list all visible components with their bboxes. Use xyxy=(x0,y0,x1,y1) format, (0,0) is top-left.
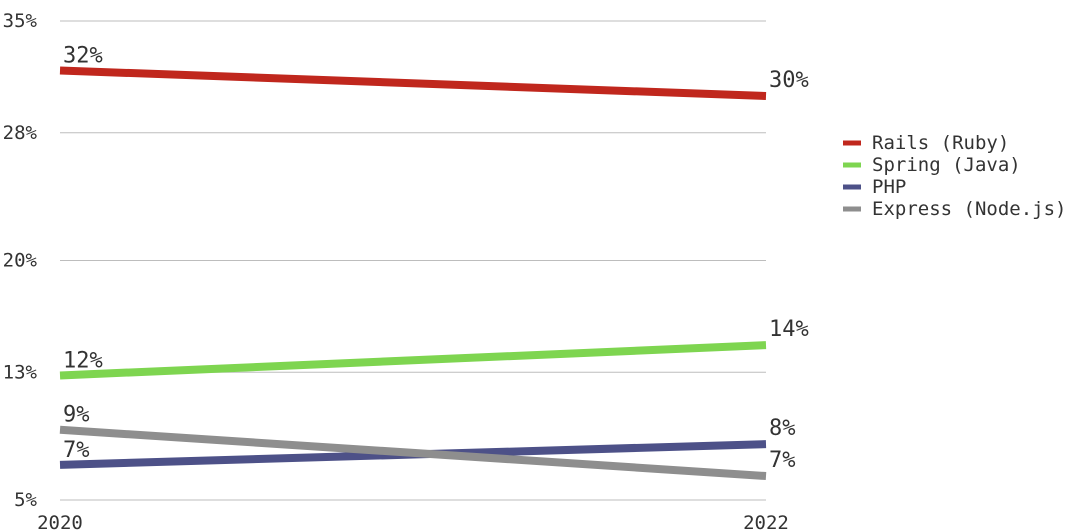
data-label: 8% xyxy=(769,416,796,441)
data-label: 30% xyxy=(769,68,809,93)
data-label: 7% xyxy=(63,438,90,463)
series-line xyxy=(59,341,767,380)
series-line xyxy=(59,66,767,101)
series-line xyxy=(59,425,767,481)
x-tick-label: 2020 xyxy=(37,512,83,532)
y-tick-label: 13% xyxy=(3,361,38,383)
y-tick-label: 5% xyxy=(14,489,37,511)
y-tick-label: 35% xyxy=(3,10,38,32)
data-label: 9% xyxy=(63,403,90,428)
legend-label: PHP xyxy=(872,176,906,198)
data-label: 14% xyxy=(769,317,809,342)
y-tick-label: 28% xyxy=(3,122,38,144)
legend-label: Spring (Java) xyxy=(872,154,1021,176)
data-label: 32% xyxy=(63,43,103,68)
series-layer xyxy=(59,66,767,481)
data-label: 12% xyxy=(63,348,103,373)
ticks-layer: 5% 13% 20% 28% 35% 2020 2022 xyxy=(1,9,790,532)
y-tick-label: 20% xyxy=(3,250,38,272)
data-label: 7% xyxy=(769,448,796,473)
legend-label: Express (Node.js) xyxy=(872,198,1066,220)
labels-layer: 32% 30% 12% 14% 7% 8% 9% 7% xyxy=(62,42,811,475)
legend-label: Rails (Ruby) xyxy=(872,132,1009,154)
x-tick-label: 2022 xyxy=(743,512,789,532)
